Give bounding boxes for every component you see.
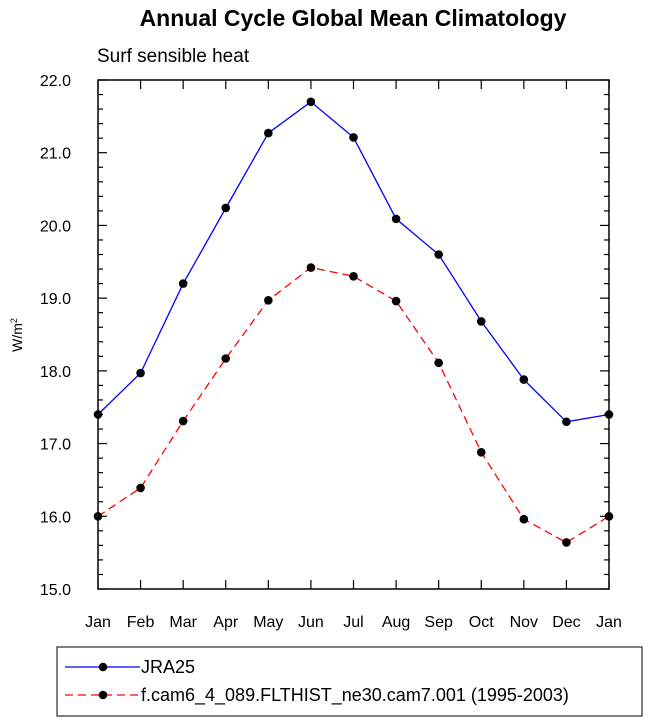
data-point — [306, 97, 316, 107]
data-point — [178, 416, 188, 426]
x-tick-label: Apr — [213, 614, 239, 631]
legend-marker-1 — [98, 662, 108, 672]
data-point — [519, 375, 529, 384]
data-point — [604, 410, 614, 419]
y-axis-label: W/m2 — [9, 318, 25, 352]
data-point — [93, 511, 103, 521]
x-tick-label: Feb — [127, 614, 155, 631]
data-point — [434, 250, 443, 259]
y-tick-labels: 15.0 16.0 17.0 18.0 19.0 20.0 21.0 22.0 — [40, 73, 71, 599]
data-point — [562, 417, 571, 427]
x-tick-label: Dec — [552, 614, 580, 631]
plot-frame — [97, 79, 610, 590]
data-point — [476, 317, 486, 326]
data-point — [349, 133, 358, 142]
data-point — [604, 511, 614, 521]
y-tick-label: 15.0 — [40, 582, 71, 599]
legend-marker-2 — [98, 690, 108, 700]
y-tick-label: 18.0 — [40, 364, 71, 381]
y-tick-label: 19.0 — [40, 291, 71, 308]
data-point — [562, 538, 571, 547]
data-point — [221, 354, 231, 363]
data-point — [136, 368, 145, 378]
point-group — [93, 97, 614, 547]
y-tick-label: 20.0 — [40, 218, 71, 235]
data-point — [391, 296, 401, 306]
x-tick-label: Jun — [298, 614, 324, 631]
data-point — [434, 358, 443, 368]
y-tick-label: 17.0 — [40, 437, 71, 454]
x-tick-label: Mar — [169, 614, 197, 631]
x-tick-label: Jul — [343, 614, 363, 631]
x-tick-label: May — [253, 614, 283, 631]
x-tick-label: Oct — [469, 614, 494, 631]
series-line-1 — [97, 100, 610, 423]
legend-box — [56, 646, 643, 717]
axis-ticks — [97, 79, 610, 590]
series-line-2 — [97, 266, 610, 544]
x-tick-label: Aug — [382, 614, 410, 631]
y-tick-label: 16.0 — [40, 509, 71, 526]
data-point — [221, 203, 231, 213]
x-tick-label: Jan — [85, 614, 111, 631]
legend: JRA25 f.cam6_4_089.FLTHIST_ne30.cam7.001 … — [65, 657, 569, 706]
x-tick-label: Jan — [596, 614, 622, 631]
data-point — [519, 514, 529, 524]
y-tick-label: 22.0 — [40, 73, 71, 90]
data-point — [178, 279, 188, 288]
data-point — [136, 483, 145, 493]
data-point — [306, 263, 316, 272]
x-tick-labels: Jan Feb Mar Apr May Jun Jul Aug Sep Oct Nov Dec Jan — [85, 614, 622, 631]
chart-title: Annual Cycle Global Mean Climatology — [140, 5, 567, 31]
data-point — [264, 296, 273, 305]
x-tick-label: Sep — [424, 614, 453, 631]
series-group — [97, 100, 610, 544]
data-point — [349, 272, 358, 281]
data-point — [264, 128, 273, 138]
data-point — [93, 410, 103, 419]
legend-label-2: f.cam6_4_089.FLTHIST_ne30.cam7.001 (1995… — [141, 685, 569, 706]
legend-label-1: JRA25 — [141, 657, 195, 677]
chart-subtitle: Surf sensible heat — [97, 46, 250, 67]
x-tick-label: Nov — [510, 614, 538, 631]
data-point — [391, 214, 401, 224]
data-point — [476, 447, 486, 457]
y-tick-label: 21.0 — [40, 146, 71, 163]
